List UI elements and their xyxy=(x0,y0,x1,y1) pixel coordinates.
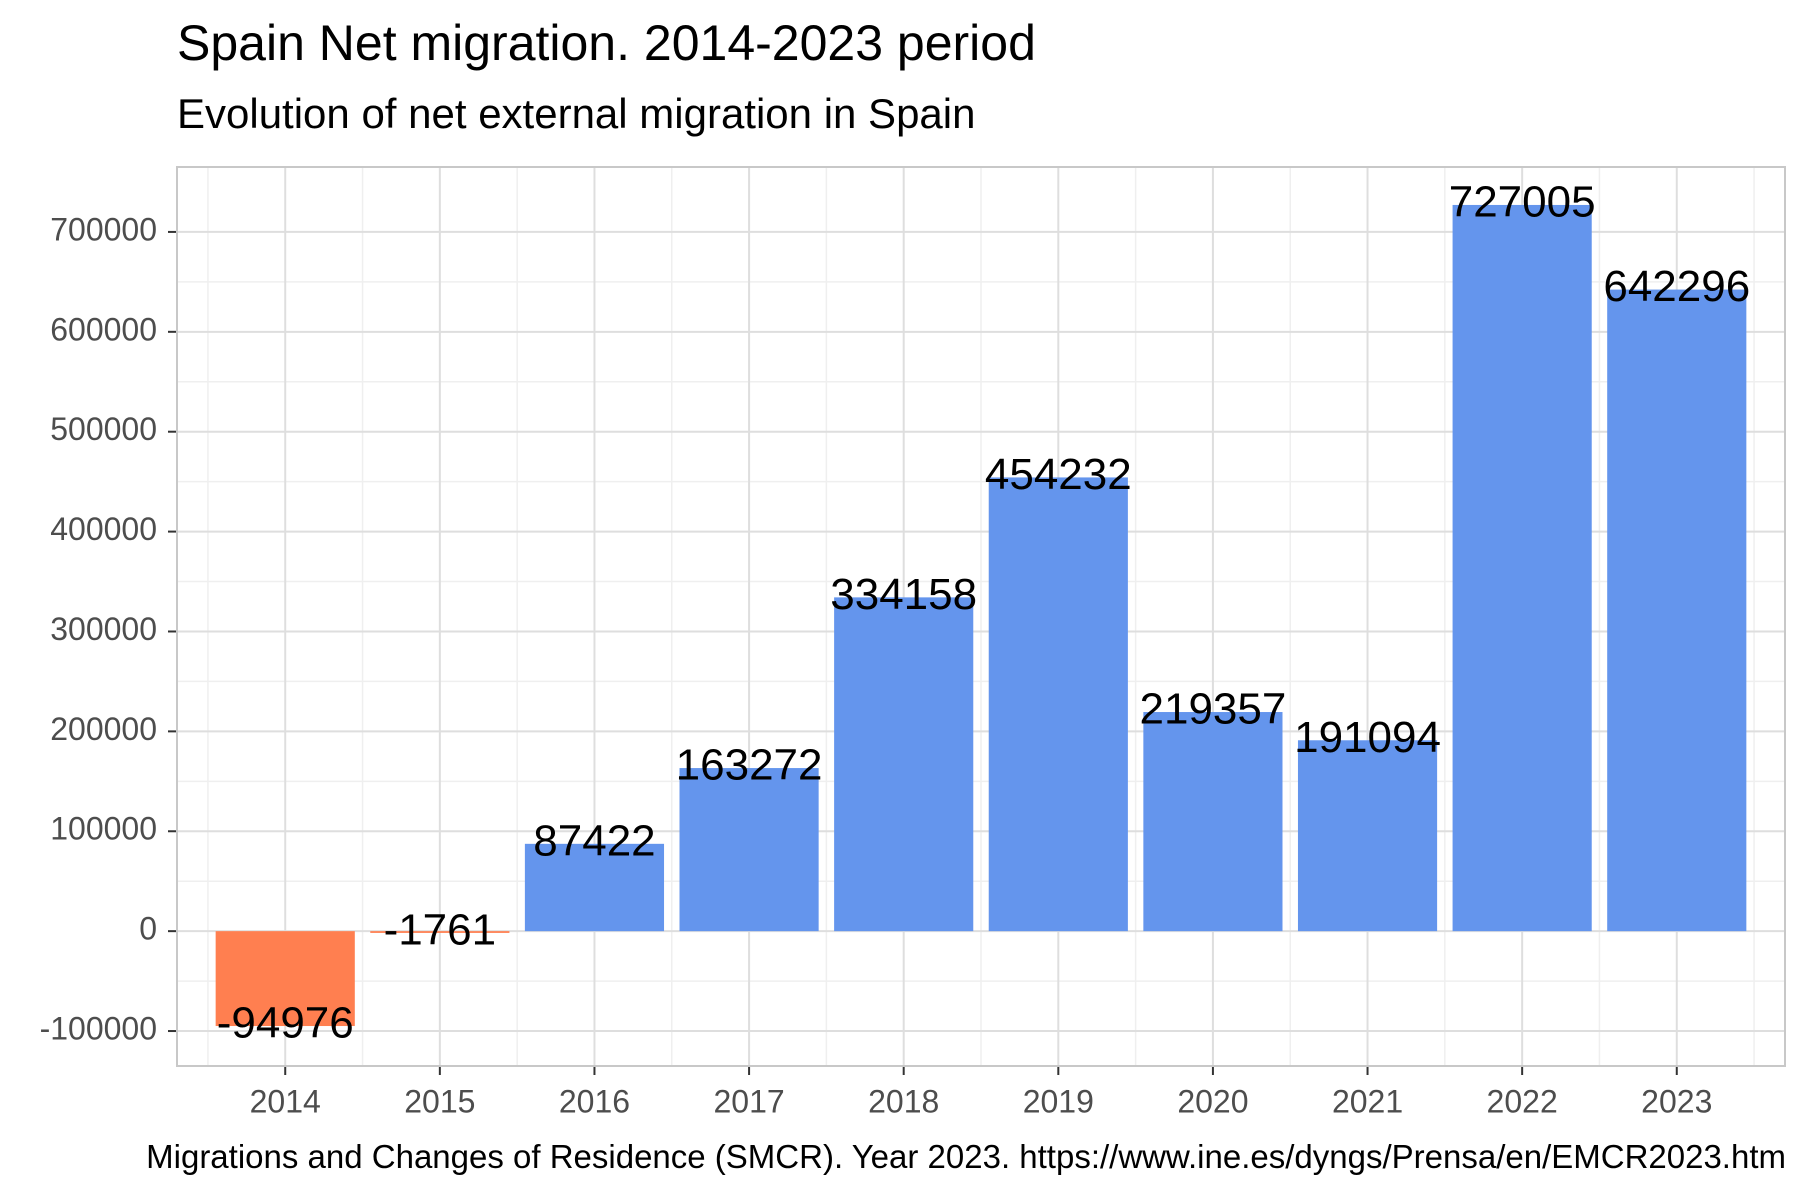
bar-label-2019: 454232 xyxy=(985,450,1132,499)
bar-2015 xyxy=(370,931,510,933)
y-tick-label: 200000 xyxy=(50,711,157,747)
bar-label-2023: 642296 xyxy=(1603,262,1750,311)
x-tick-label-2019: 2019 xyxy=(1023,1083,1094,1119)
y-tick-label: 500000 xyxy=(50,411,157,447)
bar-label-2020: 219357 xyxy=(1140,685,1287,734)
bars xyxy=(215,204,1747,1027)
x-tick-label-2016: 2016 xyxy=(559,1083,630,1119)
bar-label-2022: 727005 xyxy=(1449,178,1596,227)
bar-2022 xyxy=(1452,204,1592,932)
bar-2014 xyxy=(215,931,355,1027)
bar-2021 xyxy=(1297,740,1438,932)
y-axis: -100000 0 100000 200000 300000 400000 500000 60… xyxy=(40,211,177,1046)
y-tick-label: 600000 xyxy=(50,311,157,347)
x-tick-label-2021: 2021 xyxy=(1332,1083,1403,1119)
bar-2018 xyxy=(834,597,974,932)
x-tick-label-2018: 2018 xyxy=(868,1083,939,1119)
y-tick-label: 400000 xyxy=(50,511,157,547)
bar-2020 xyxy=(1143,712,1283,932)
x-tick-label-2015: 2015 xyxy=(404,1083,475,1119)
x-tick-label-2020: 2020 xyxy=(1177,1083,1248,1119)
y-tick-label: 0 xyxy=(139,911,157,947)
chart-subtitle: Evolution of net external migration in S… xyxy=(177,90,976,137)
bar-label-2016: 87422 xyxy=(533,816,655,865)
panel-border xyxy=(176,166,1786,1067)
bar-label-2014: -94976 xyxy=(217,999,354,1048)
x-axis: 2014 2015 2016 2017 2018 2019 2020 2021 2022 2023 xyxy=(250,1066,1712,1119)
bar-2023 xyxy=(1607,289,1747,932)
chart-title: Spain Net migration. 2014-2023 period xyxy=(177,15,1036,71)
y-tick-label: -100000 xyxy=(40,1010,157,1046)
bar-label-2018: 334158 xyxy=(830,570,977,619)
bar-label-2017: 163272 xyxy=(676,741,823,790)
bar-labels: -94976 -1761 87422 163272 334158 454232 219357… xyxy=(217,178,1750,1048)
bar-label-2021: 191094 xyxy=(1294,713,1441,762)
x-tick-label-2017: 2017 xyxy=(713,1083,784,1119)
chart-caption: Migrations and Changes of Residence (SMC… xyxy=(146,1138,1786,1175)
x-tick-label-2023: 2023 xyxy=(1641,1083,1712,1119)
x-tick-label-2014: 2014 xyxy=(250,1083,321,1119)
y-tick-label: 100000 xyxy=(50,811,157,847)
bar-2019 xyxy=(988,477,1128,932)
bar-2016 xyxy=(524,843,665,932)
y-tick-label: 300000 xyxy=(50,611,157,647)
bar-2017 xyxy=(679,768,819,932)
y-tick-label: 700000 xyxy=(50,211,157,247)
x-tick-label-2022: 2022 xyxy=(1487,1083,1558,1119)
bar-label-2015: -1761 xyxy=(384,906,497,955)
